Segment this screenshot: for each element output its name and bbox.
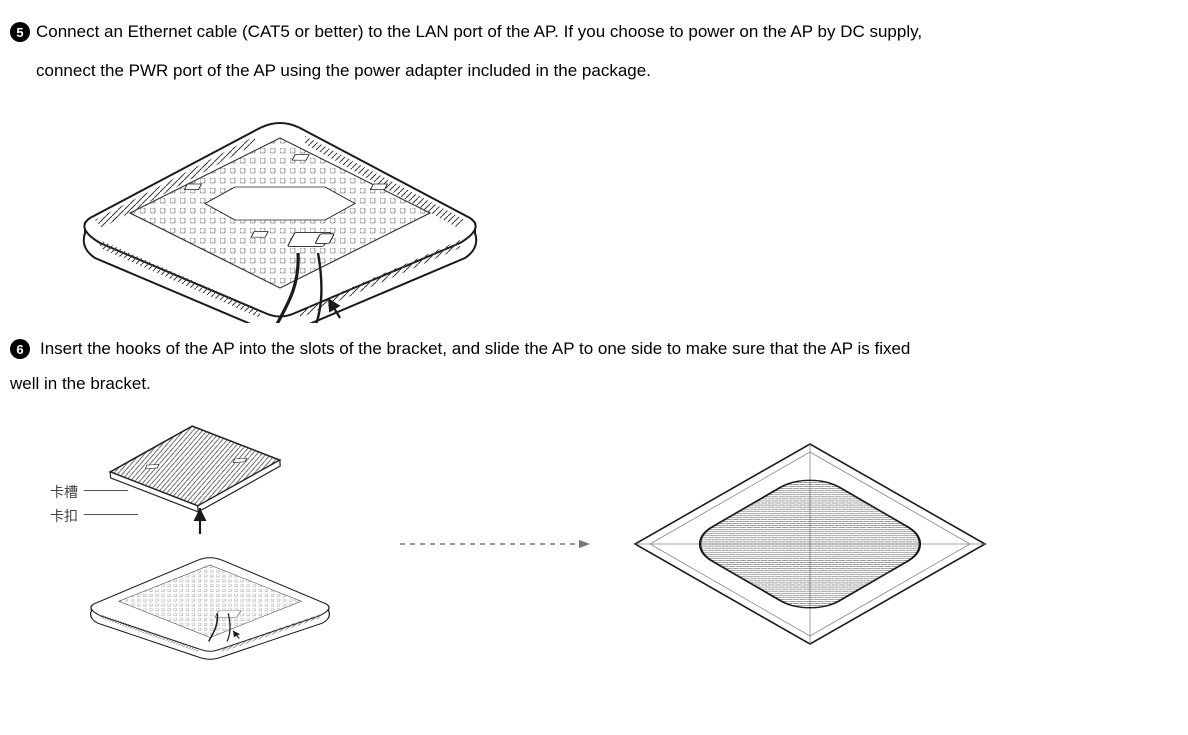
step-6-text: Insert the hooks of the AP into the slot… (40, 337, 910, 362)
label-slot: 卡槽 (50, 482, 78, 502)
dashed-arrow-icon (400, 534, 600, 554)
illustration-row-mounting: 卡槽 卡扣 (10, 424, 1174, 664)
step-5-line2: connect the PWR port of the AP using the… (36, 59, 922, 84)
step-6-line2: well in the bracket. (10, 374, 151, 393)
step-6-line1: Insert the hooks of the AP into the slot… (40, 339, 910, 358)
step-5: 5 Connect an Ethernet cable (CAT5 or bet… (10, 20, 1174, 83)
step-6: 6 Insert the hooks of the AP into the sl… (10, 337, 1174, 362)
label-hook: 卡扣 (50, 506, 78, 526)
step-5-line1: Connect an Ethernet cable (CAT5 or bette… (36, 22, 922, 41)
label-hook-line (84, 514, 138, 515)
label-slot-line (84, 490, 128, 491)
illustration-ap-bracket: 卡槽 卡扣 (50, 424, 370, 664)
illustration-ceiling-mounted (630, 434, 990, 654)
step-5-text: Connect an Ethernet cable (CAT5 or bette… (36, 20, 922, 83)
illustration-ap-cables (70, 93, 490, 323)
step-6-bullet: 6 (10, 339, 30, 359)
step-5-bullet: 5 (10, 22, 30, 42)
step-6-text-cont: well in the bracket. (10, 374, 1174, 394)
